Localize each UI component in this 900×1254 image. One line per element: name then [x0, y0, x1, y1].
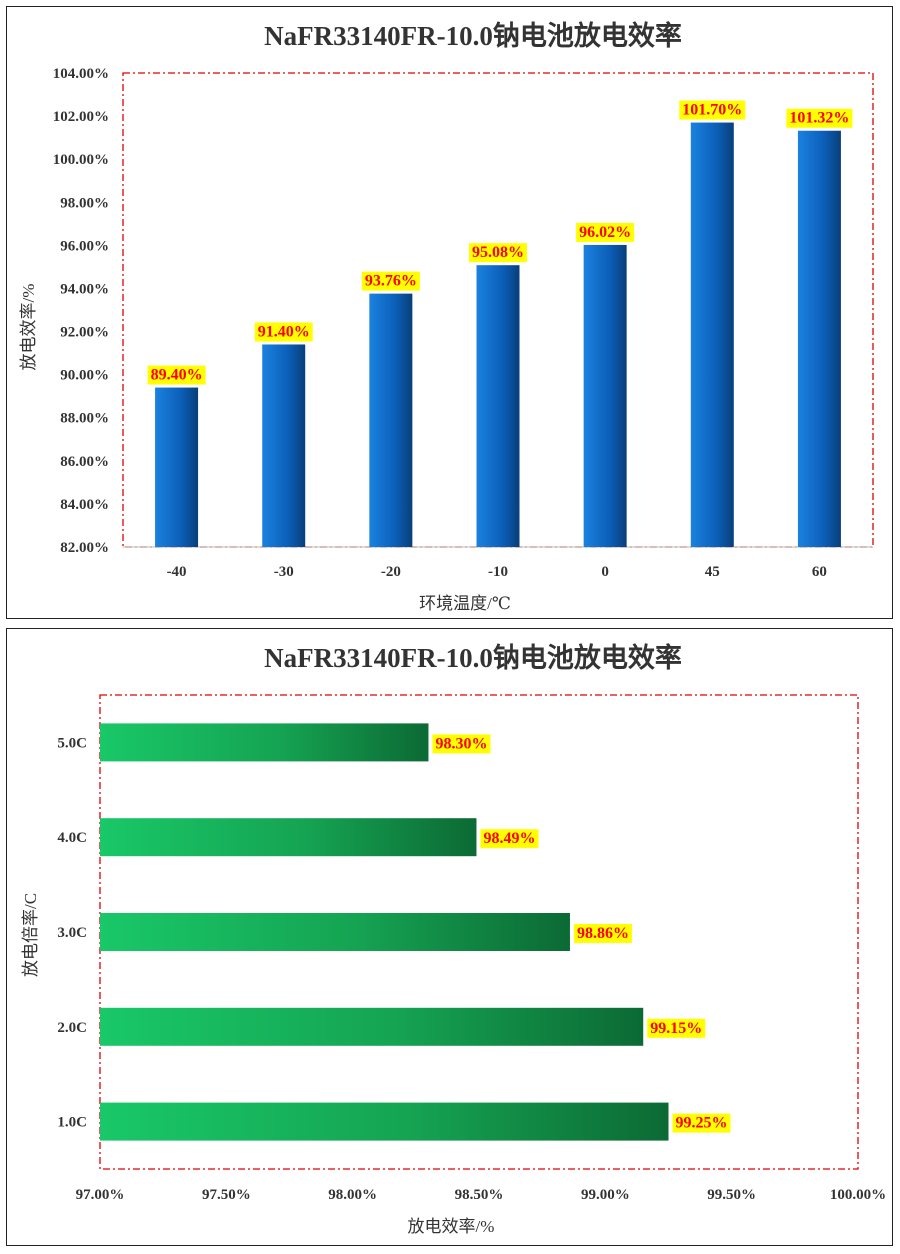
svg-text:95.08%: 95.08% — [472, 244, 524, 261]
bar — [100, 723, 429, 762]
svg-text:98.30%: 98.30% — [435, 735, 487, 752]
bar — [100, 913, 570, 951]
svg-text:99.25%: 99.25% — [676, 1115, 728, 1132]
x-tick-label: -40 — [167, 564, 187, 580]
svg-text:101.32%: 101.32% — [789, 110, 849, 127]
x-tick-label: -20 — [381, 564, 401, 580]
data-label: 99.25% — [672, 1113, 731, 1133]
y-tick-label: 3.0C — [57, 925, 87, 941]
data-label: 98.30% — [432, 734, 491, 754]
chart-title: NaFR33140FR-10.0钠电池放电效率 — [264, 20, 682, 51]
x-tick-label: 45 — [705, 564, 720, 580]
y-tick-label: 100.00% — [53, 152, 109, 168]
bar — [583, 244, 627, 547]
y-tick-label: 94.00% — [60, 281, 109, 297]
data-label: 99.15% — [647, 1018, 706, 1038]
y-tick-label: 2.0C — [57, 1020, 87, 1036]
chart-temperature: NaFR33140FR-10.0钠电池放电效率 环境温度/℃ 放电效率/% 82… — [19, 20, 874, 613]
y-tick-label: 82.00% — [60, 540, 109, 556]
data-label: 96.02% — [576, 222, 635, 242]
svg-text:89.40%: 89.40% — [151, 367, 203, 384]
bar — [369, 293, 413, 547]
bar — [155, 387, 199, 547]
bar — [797, 130, 841, 547]
x-axis-label: 环境温度/℃ — [419, 594, 511, 613]
data-label: 98.86% — [573, 924, 632, 943]
x-tick-label: -10 — [488, 564, 508, 580]
x-tick-label: 97.50% — [202, 1187, 251, 1203]
y-tick-label: 86.00% — [60, 454, 109, 470]
y-tick-label: 90.00% — [60, 368, 109, 384]
y-tick-label: 98.00% — [60, 195, 109, 211]
data-label: 95.08% — [469, 243, 527, 263]
y-tick-label: 1.0C — [57, 1115, 87, 1131]
x-tick-label: 99.00% — [581, 1187, 630, 1203]
y-tick-label: 102.00% — [53, 109, 109, 125]
chart-rate-panel: NaFR33140FR-10.0钠电池放电效率 放电效率/% 放电倍率/C 97… — [6, 628, 893, 1246]
x-tick-label: 60 — [812, 564, 827, 580]
y-tick-label: 4.0C — [57, 830, 87, 846]
bar — [100, 1007, 644, 1046]
y-axis-label: 放电效率/% — [19, 284, 38, 371]
y-tick-label: 92.00% — [60, 325, 109, 341]
data-label: 98.49% — [480, 829, 539, 849]
data-label: 93.76% — [361, 271, 420, 291]
bar — [100, 1102, 669, 1141]
svg-text:96.02%: 96.02% — [579, 224, 631, 241]
svg-text:91.40%: 91.40% — [258, 323, 310, 340]
data-label: 91.40% — [254, 322, 313, 342]
x-tick-label: 100.00% — [830, 1187, 886, 1203]
plot-area-border — [122, 72, 874, 548]
x-axis-label: 放电效率/% — [408, 1217, 495, 1236]
data-label: 101.70% — [679, 100, 746, 120]
chart-title: NaFR33140FR-10.0钠电池放电效率 — [264, 642, 682, 673]
data-label: 89.40% — [147, 365, 206, 385]
x-tick-label: 99.50% — [707, 1187, 756, 1203]
data-label: 101.32% — [786, 108, 853, 128]
svg-text:98.49%: 98.49% — [483, 830, 535, 847]
y-tick-label: 5.0C — [57, 735, 87, 751]
svg-text:101.70%: 101.70% — [682, 102, 742, 119]
x-tick-label: 97.00% — [76, 1187, 125, 1203]
x-tick-label: 0 — [601, 564, 609, 580]
bar — [262, 344, 306, 547]
chart-temperature-panel: NaFR33140FR-10.0钠电池放电效率 环境温度/℃ 放电效率/% 82… — [6, 6, 893, 619]
y-tick-label: 104.00% — [53, 66, 109, 82]
bar — [100, 818, 477, 857]
bar — [690, 122, 734, 548]
y-tick-label: 84.00% — [60, 497, 109, 513]
chart-rate: NaFR33140FR-10.0钠电池放电效率 放电效率/% 放电倍率/C 97… — [21, 642, 886, 1236]
bar — [476, 265, 520, 547]
svg-text:99.15%: 99.15% — [650, 1020, 702, 1037]
x-tick-label: 98.50% — [455, 1187, 504, 1203]
y-axis-label: 放电倍率/C — [21, 893, 40, 977]
x-tick-label: 98.00% — [328, 1187, 377, 1203]
svg-text:98.86%: 98.86% — [577, 925, 629, 942]
svg-text:93.76%: 93.76% — [365, 273, 417, 290]
y-tick-label: 96.00% — [60, 238, 109, 254]
y-tick-label: 88.00% — [60, 411, 109, 427]
x-tick-label: -30 — [274, 564, 294, 580]
